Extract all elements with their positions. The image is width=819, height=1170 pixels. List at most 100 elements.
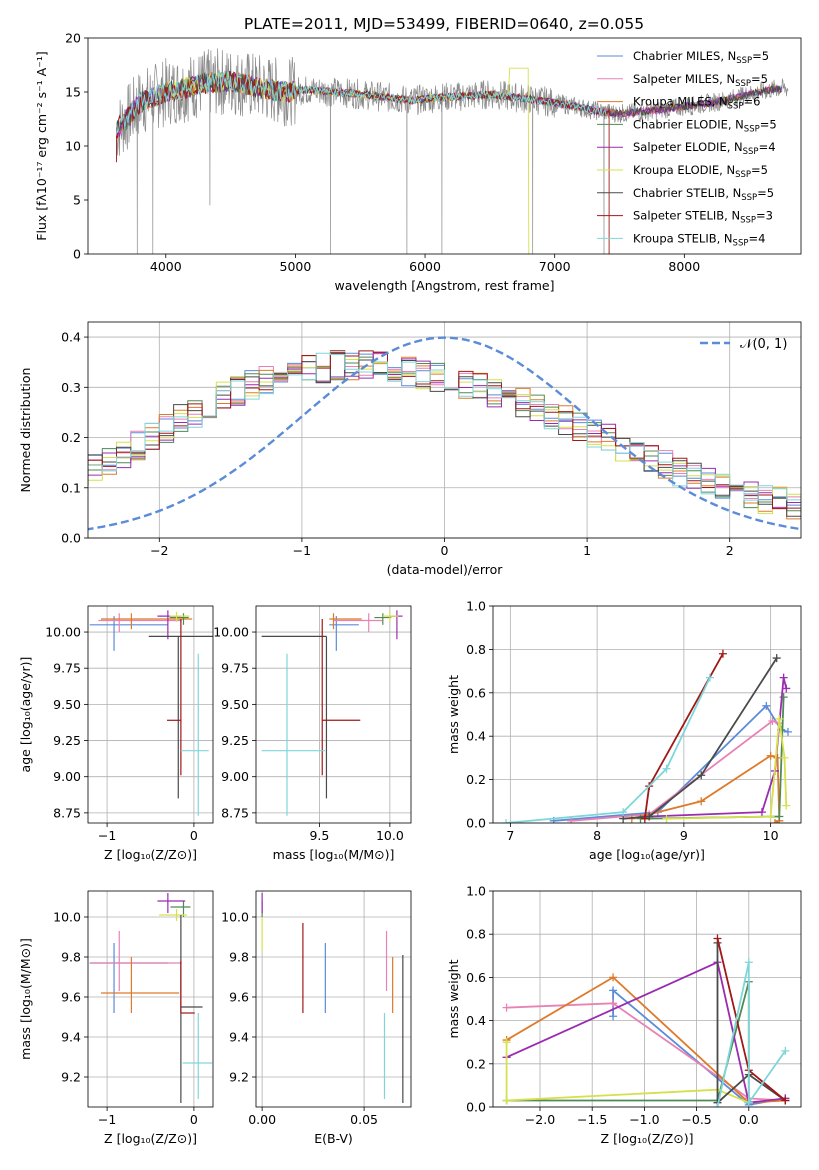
weight-marker — [662, 764, 671, 773]
y-tick-label: 9.8 — [61, 950, 81, 965]
x-tick-label: −1.0 — [629, 1112, 659, 1127]
legend-label: Salpeter MILES, NSSP=5 — [633, 72, 768, 89]
plot-area — [89, 893, 213, 1103]
weight-line — [716, 962, 787, 1107]
model-spectrum-line — [116, 71, 782, 132]
weight-marker — [762, 701, 771, 710]
weight-marker — [697, 771, 706, 780]
panel-spectrum: 4000 5000 6000 7000 8000 0 5 10 15 20 wavelength [… — [34, 31, 802, 293]
legend-subscript: SSP — [733, 238, 749, 248]
y-axis-label: mass [log₁₀(M/M⊙)] — [18, 938, 33, 1060]
errorbar-point — [89, 616, 168, 651]
x-tick-label: 0.00 — [248, 1112, 276, 1127]
legend-subscript: SSP — [744, 124, 760, 134]
residual-histogram — [88, 350, 801, 509]
x-tick-label: 9 — [680, 828, 688, 843]
y-tick-label: 9.75 — [221, 661, 249, 676]
x-tick-label: 8000 — [668, 259, 700, 274]
legend-count: =5 — [751, 163, 768, 177]
weight-line — [649, 677, 788, 818]
errorbar-point — [374, 613, 392, 625]
errorbar-point — [333, 613, 383, 633]
weight-marker — [772, 654, 781, 663]
y-tick-label: 9.4 — [229, 1030, 249, 1045]
plot-area — [261, 893, 404, 1103]
weight-marker — [782, 684, 791, 693]
y-tick-label: 9.00 — [221, 769, 249, 784]
panel-mass-vs-ebv: 0.00 0.05 9.2 9.4 9.6 9.8 10.0 E(B-V) — [221, 890, 412, 1146]
weight-marker — [782, 801, 791, 810]
legend-label: Salpeter ELODIE, NSSP=4 — [633, 140, 776, 157]
residual-histogram — [88, 355, 801, 520]
y-tick-label: 0.4 — [466, 1013, 486, 1028]
legend-label: Chabrier STELIB, NSSP=5 — [633, 186, 774, 203]
y-tick-label: 0.6 — [466, 685, 486, 700]
legend-label: 𝒩(0, 1) — [740, 337, 787, 352]
weight-line — [716, 942, 786, 1105]
weight-marker — [775, 714, 784, 723]
weight-line — [553, 704, 789, 822]
errorbar-point — [159, 909, 187, 921]
y-axis-label: age [log₁₀(age/yr)] — [18, 657, 33, 773]
errorbar-point — [261, 653, 326, 816]
normal-distribution-curve — [88, 336, 801, 531]
errorbar-point — [182, 1013, 213, 1099]
y-tick-label: 0.0 — [61, 531, 81, 546]
x-tick-label: 8 — [593, 828, 601, 843]
errorbar-point — [170, 901, 191, 917]
errorbar-point — [180, 961, 195, 1014]
x-tick-label: −1.5 — [577, 1112, 607, 1127]
y-tick-label: 0.8 — [466, 927, 486, 942]
axes-frame — [255, 605, 412, 824]
y-tick-label: 0.2 — [466, 1056, 486, 1071]
legend-label: Kroupa STELIB, NSSP=4 — [633, 231, 765, 248]
x-tick-label: 7 — [506, 828, 514, 843]
model-spectrum-line — [116, 71, 607, 134]
weight-marker — [770, 819, 779, 823]
x-tick-label: 4000 — [150, 259, 182, 274]
y-tick-label: 9.4 — [61, 1030, 81, 1045]
legend-label: Chabrier ELODIE, NSSP=5 — [633, 117, 777, 134]
weight-marker — [768, 717, 777, 726]
weight-marker — [662, 814, 671, 823]
weight-marker — [766, 751, 775, 760]
x-axis-label: Z [log₁₀(Z/Z⊙)] — [104, 847, 197, 862]
y-tick-label: 9.8 — [229, 950, 249, 965]
legend-subscript: SSP — [743, 147, 759, 157]
weight-marker — [773, 753, 782, 762]
weight-marker — [775, 812, 784, 821]
errorbar-point — [89, 943, 168, 1013]
weight-marker — [609, 999, 618, 1008]
weight-marker — [780, 753, 789, 762]
errorbar-point — [148, 635, 213, 799]
weight-marker — [697, 797, 706, 806]
panel-age-vs-Z: −1 0 8.75 9.00 9.25 9.50 9.75 10.00 Z [log₁₀(Z/Z… — [18, 605, 214, 862]
weight-marker — [757, 808, 766, 817]
axes-frame — [492, 890, 802, 1108]
y-tick-label: 8.75 — [221, 805, 249, 820]
residual-histogram — [88, 351, 801, 515]
weight-marker — [718, 649, 727, 658]
errorbar-point — [101, 957, 180, 1013]
legend-subscript: SSP — [736, 56, 752, 66]
axes-frame — [87, 605, 214, 824]
weight-marker — [781, 1096, 790, 1105]
y-tick-label: 9.25 — [221, 733, 249, 748]
y-tick-label: 10 — [65, 139, 81, 154]
errorbar-point — [329, 616, 359, 651]
x-tick-label: 6000 — [409, 259, 441, 274]
y-tick-label: 20 — [65, 31, 81, 46]
residual-histogram — [88, 352, 801, 509]
weight-marker — [645, 812, 654, 821]
y-tick-label: 0.0 — [466, 816, 486, 831]
weight-marker — [744, 958, 753, 967]
panel-residual-distribution: −2 −1 0 1 2 0.0 0.1 0.2 0.3 0.4 (data-model)/error… — [18, 321, 802, 577]
weight-marker — [502, 819, 511, 823]
y-tick-label: 0.2 — [61, 430, 81, 445]
legend-count: =5 — [760, 117, 777, 131]
weight-line — [666, 718, 788, 820]
errorbar-point — [166, 619, 182, 776]
x-tick-label: 10.0 — [376, 828, 404, 843]
legend-label: Kroupa ELODIE, NSSP=5 — [633, 163, 768, 180]
